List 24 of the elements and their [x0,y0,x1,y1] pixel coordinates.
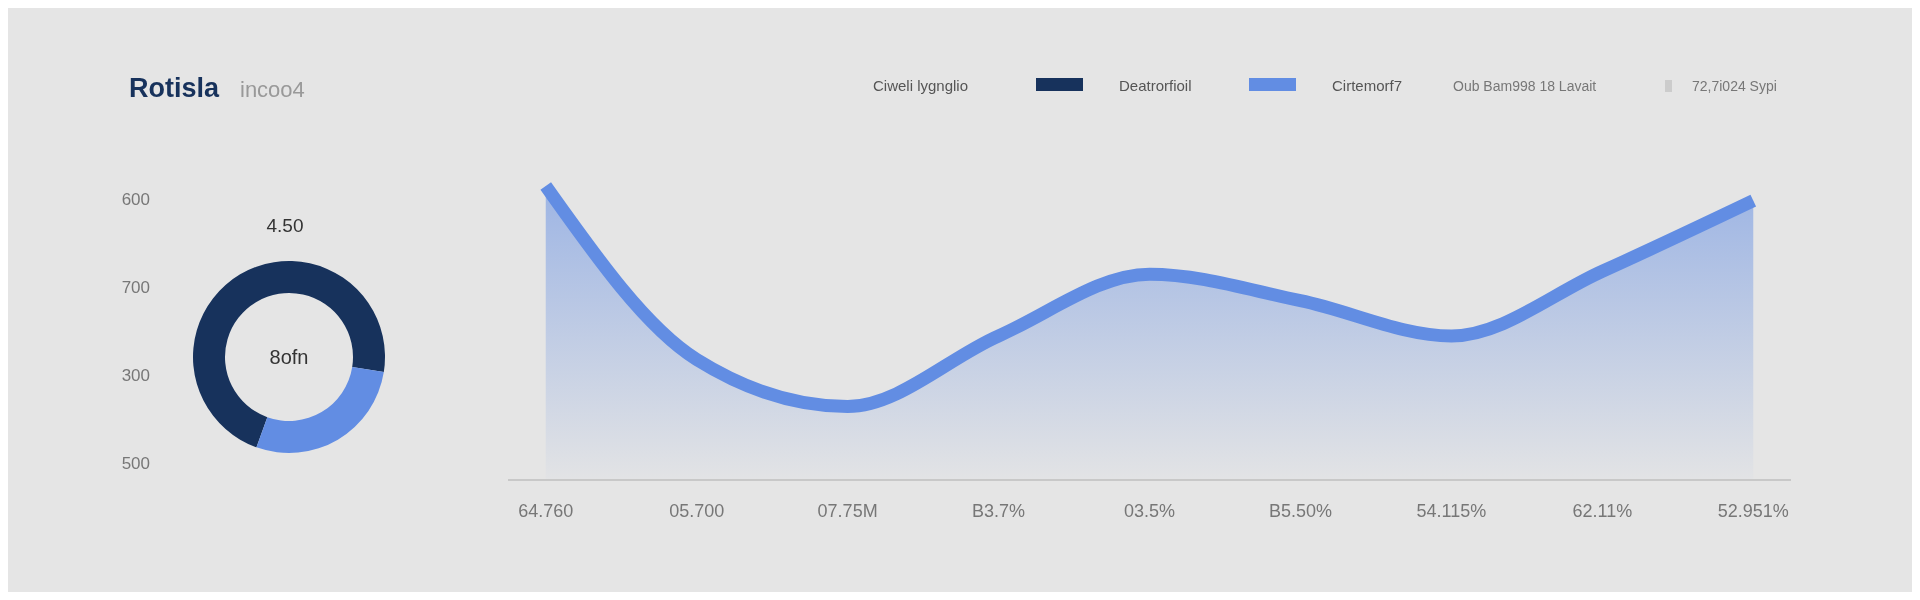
legend-label: Deatrorfioil [1119,77,1192,94]
text: Oub Bam998 18 Lavait [1453,78,1597,94]
text: 72,7i024 Sypi [1692,78,1777,94]
x-tick-label: B3.7% [972,501,1026,521]
donut-slice [256,367,384,453]
text: 8ofn [269,346,309,368]
donut-slice [193,261,385,448]
x-tick-label: 52.951% [1717,501,1789,521]
text: 700 [121,278,150,297]
x-tick-label: B5.50% [1268,501,1332,521]
chart-subtitle: incoo4 [240,77,305,102]
x-tick-label: 07.75M [817,501,878,521]
legend-label: Cirtemorf7 [1332,77,1403,94]
x-tick-label: 05.700 [669,501,725,521]
x-tick-label: 03.5% [1123,501,1176,521]
legend-title: Ciweli lygnglio [873,77,969,94]
x-tick-label: 64.760 [518,501,574,521]
text: 4.50 [266,215,304,236]
x-tick-label: 54.115% [1416,501,1487,521]
text: 600 [121,190,150,209]
chart-title: Rotisla [129,73,220,103]
x-tick-label: 62.11% [1572,501,1633,521]
text: 300 [121,366,150,385]
text: 500 [121,454,150,473]
